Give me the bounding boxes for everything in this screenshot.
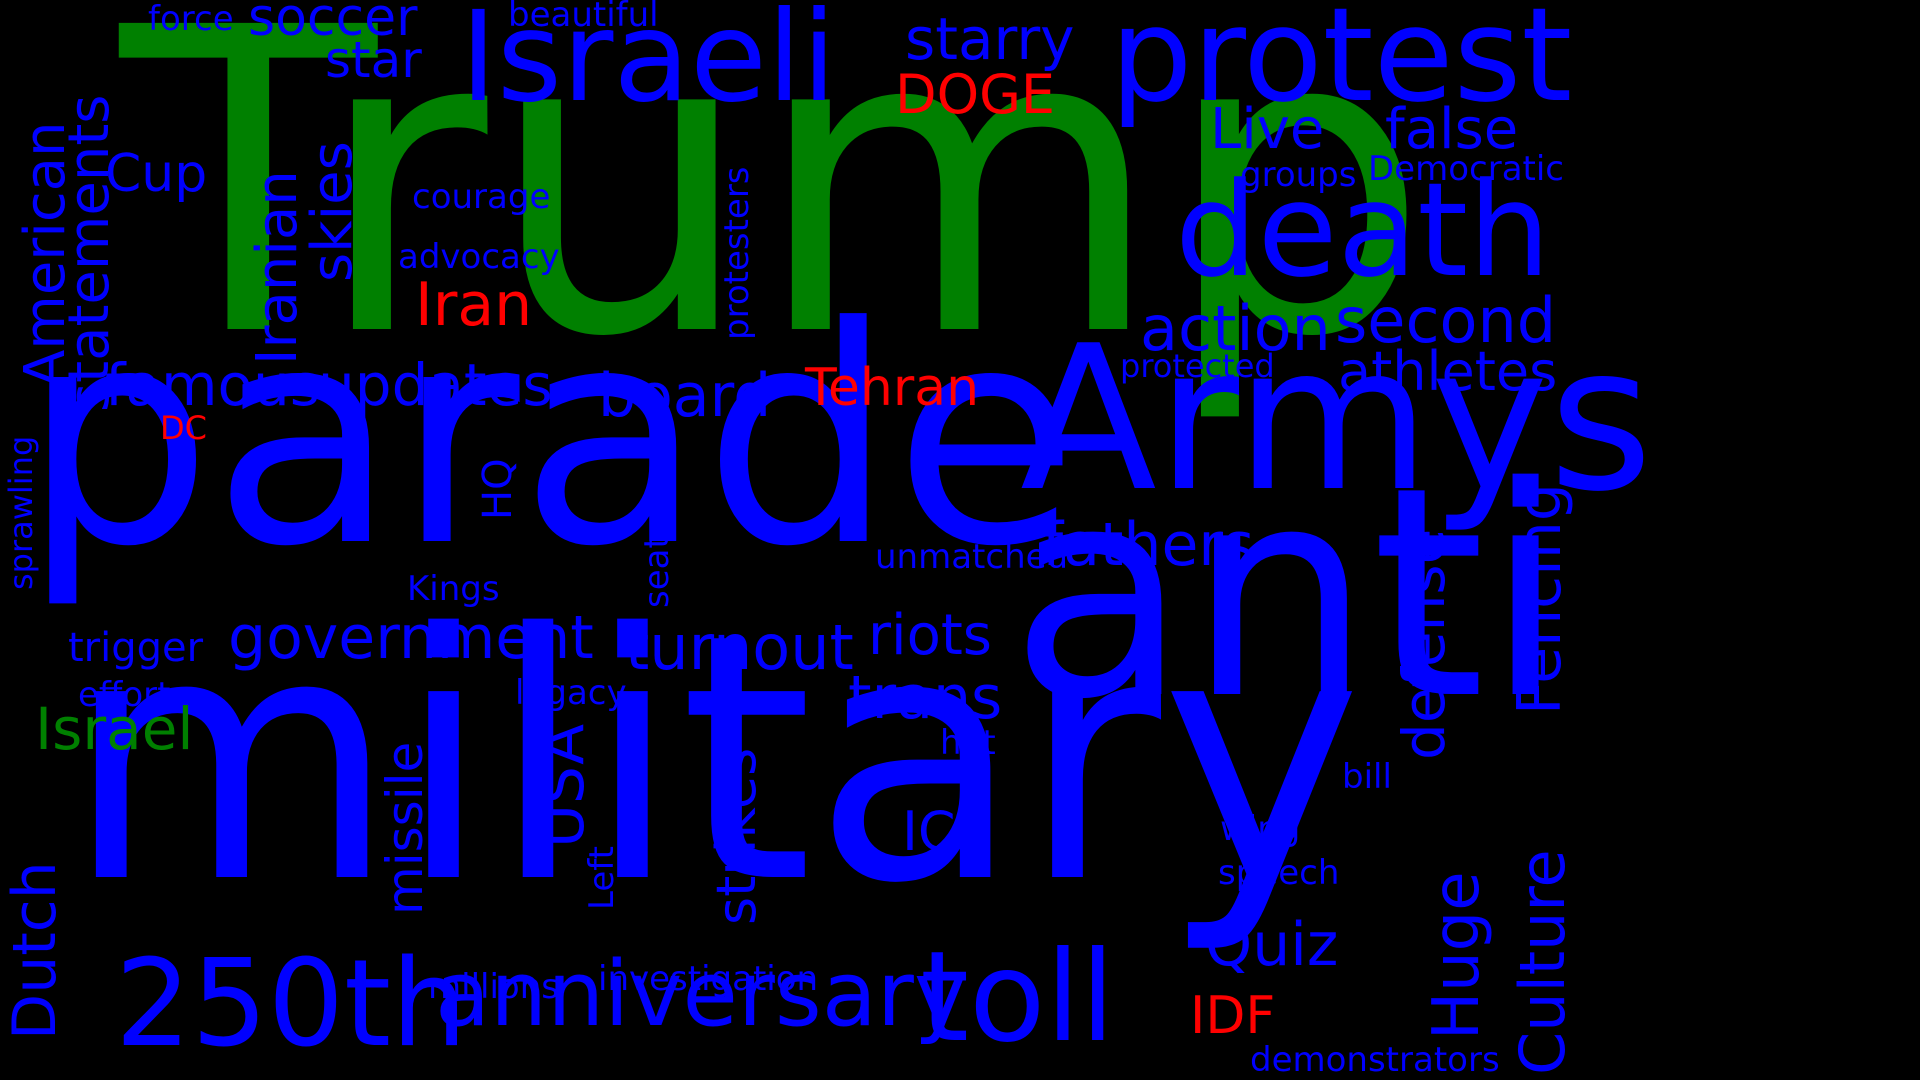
word-culture: Culture [1506, 849, 1579, 1075]
word-turnout: turnout [625, 611, 854, 684]
word-dutch: Dutch [0, 861, 70, 1040]
word-toll: toll [920, 925, 1115, 1070]
word-iranian: Iranian [245, 170, 310, 365]
word-israel: Israel [35, 695, 194, 763]
word-trump: Trump [120, 0, 1430, 429]
word-parade: parade [22, 263, 1079, 612]
word-fathers: fathers [1042, 510, 1255, 580]
word-athletes: athletes [1338, 340, 1558, 403]
word-dc: DC [160, 409, 207, 447]
word-ice: ICE [902, 800, 990, 863]
word-beautiful: beautiful [508, 0, 659, 35]
word-updates: updates [318, 351, 553, 419]
word-hq: HQ [475, 458, 521, 520]
word-quiz: Quiz [1205, 910, 1339, 980]
word-anniversary: anniversary [435, 942, 968, 1047]
word-starry: starry [905, 5, 1075, 73]
word-force: force [148, 0, 234, 39]
word-legacy: legacy [515, 673, 627, 713]
word-trans: trans [848, 663, 1003, 733]
word-demonstrators: demonstrators [1250, 1040, 1500, 1080]
word-star: star [325, 31, 422, 89]
word-missile: missile [376, 741, 434, 915]
word-trigger: trigger [68, 625, 204, 671]
word-protesters: protesters [717, 166, 757, 340]
word-millions: millions [428, 967, 559, 1007]
word-effort: effort [78, 675, 171, 715]
word-iran: Iran [415, 270, 533, 340]
word-idf: IDF [1190, 986, 1276, 1046]
word-250th: 250th [115, 935, 468, 1074]
word-armys: Armys [1020, 303, 1653, 536]
word-live: Live [1210, 97, 1325, 162]
word-usa: USA [528, 723, 598, 848]
word-statements: statements [57, 94, 122, 413]
word-death: death [1175, 154, 1551, 306]
word-protest: protest [1110, 0, 1573, 131]
word-investigation: investigation [598, 959, 819, 999]
word-unmatched: unmatched [875, 537, 1069, 577]
word-protected: protected [1120, 347, 1275, 385]
word-second: second [1335, 284, 1557, 357]
word-bill: bill [1342, 757, 1392, 797]
word-government: government [228, 603, 594, 673]
word-israeli: Israeli [460, 0, 837, 130]
word-strikes: strikes [705, 747, 768, 925]
word-left: Left [582, 846, 622, 910]
word-false: false [1385, 97, 1519, 162]
word-action: action [1140, 292, 1331, 365]
word-riots: riots [868, 603, 992, 668]
word-wing: wing [1220, 809, 1301, 849]
word-sprawling: sprawling [2, 435, 40, 590]
word-skies: skies [300, 141, 365, 282]
word-seat: seat [637, 535, 677, 608]
word-board: board [598, 361, 772, 431]
word-democratic: Democratic [1368, 149, 1564, 189]
word-cup: Cup [105, 144, 208, 204]
word-fencing: Fencing [1505, 483, 1575, 715]
word-doge: DOGE [895, 63, 1056, 126]
word-courage: courage [412, 177, 551, 217]
word-huge: Huge [1420, 871, 1494, 1040]
word-groups: groups [1240, 155, 1357, 195]
word-hot: hot [940, 723, 996, 763]
word-tehran: Tehran [805, 358, 980, 418]
word-advocacy: advocacy [398, 237, 560, 277]
word-soccer: soccer [248, 0, 418, 48]
word-military: military [65, 562, 1363, 958]
word-kings: Kings [407, 569, 500, 609]
word-anti: anti [1010, 426, 1566, 763]
word-speech: speech [1218, 853, 1340, 893]
word-famous: famous [105, 351, 320, 419]
word-defense: defense [1390, 528, 1458, 760]
